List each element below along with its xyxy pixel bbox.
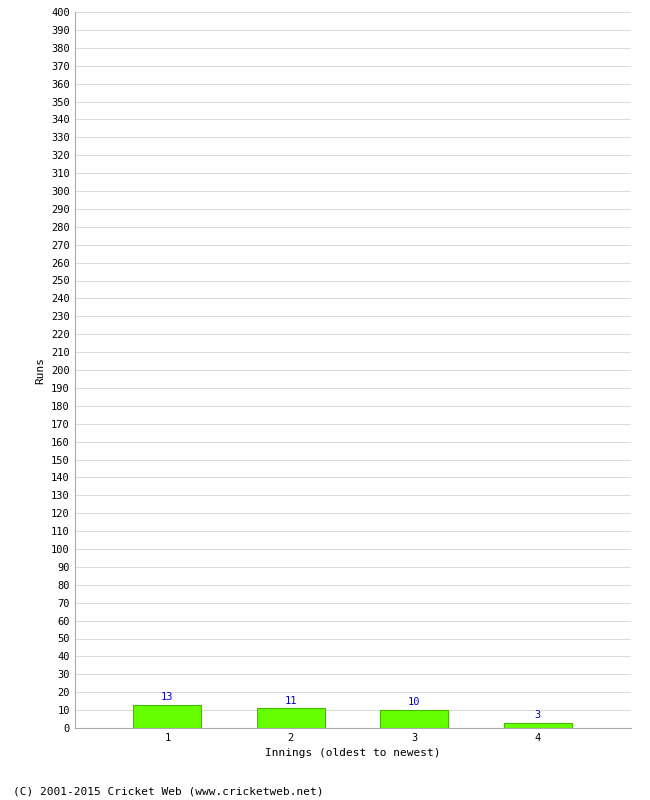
Text: (C) 2001-2015 Cricket Web (www.cricketweb.net): (C) 2001-2015 Cricket Web (www.cricketwe… [13, 786, 324, 796]
Text: 11: 11 [285, 696, 297, 706]
Bar [257, 708, 325, 728]
Text: 10: 10 [408, 698, 421, 707]
X-axis label: Innings (oldest to newest): Innings (oldest to newest) [265, 749, 441, 758]
Text: 3: 3 [535, 710, 541, 720]
Y-axis label: Runs: Runs [36, 357, 46, 383]
Text: 13: 13 [161, 692, 174, 702]
Bar [504, 722, 572, 728]
Bar [380, 710, 448, 728]
Bar [133, 705, 202, 728]
